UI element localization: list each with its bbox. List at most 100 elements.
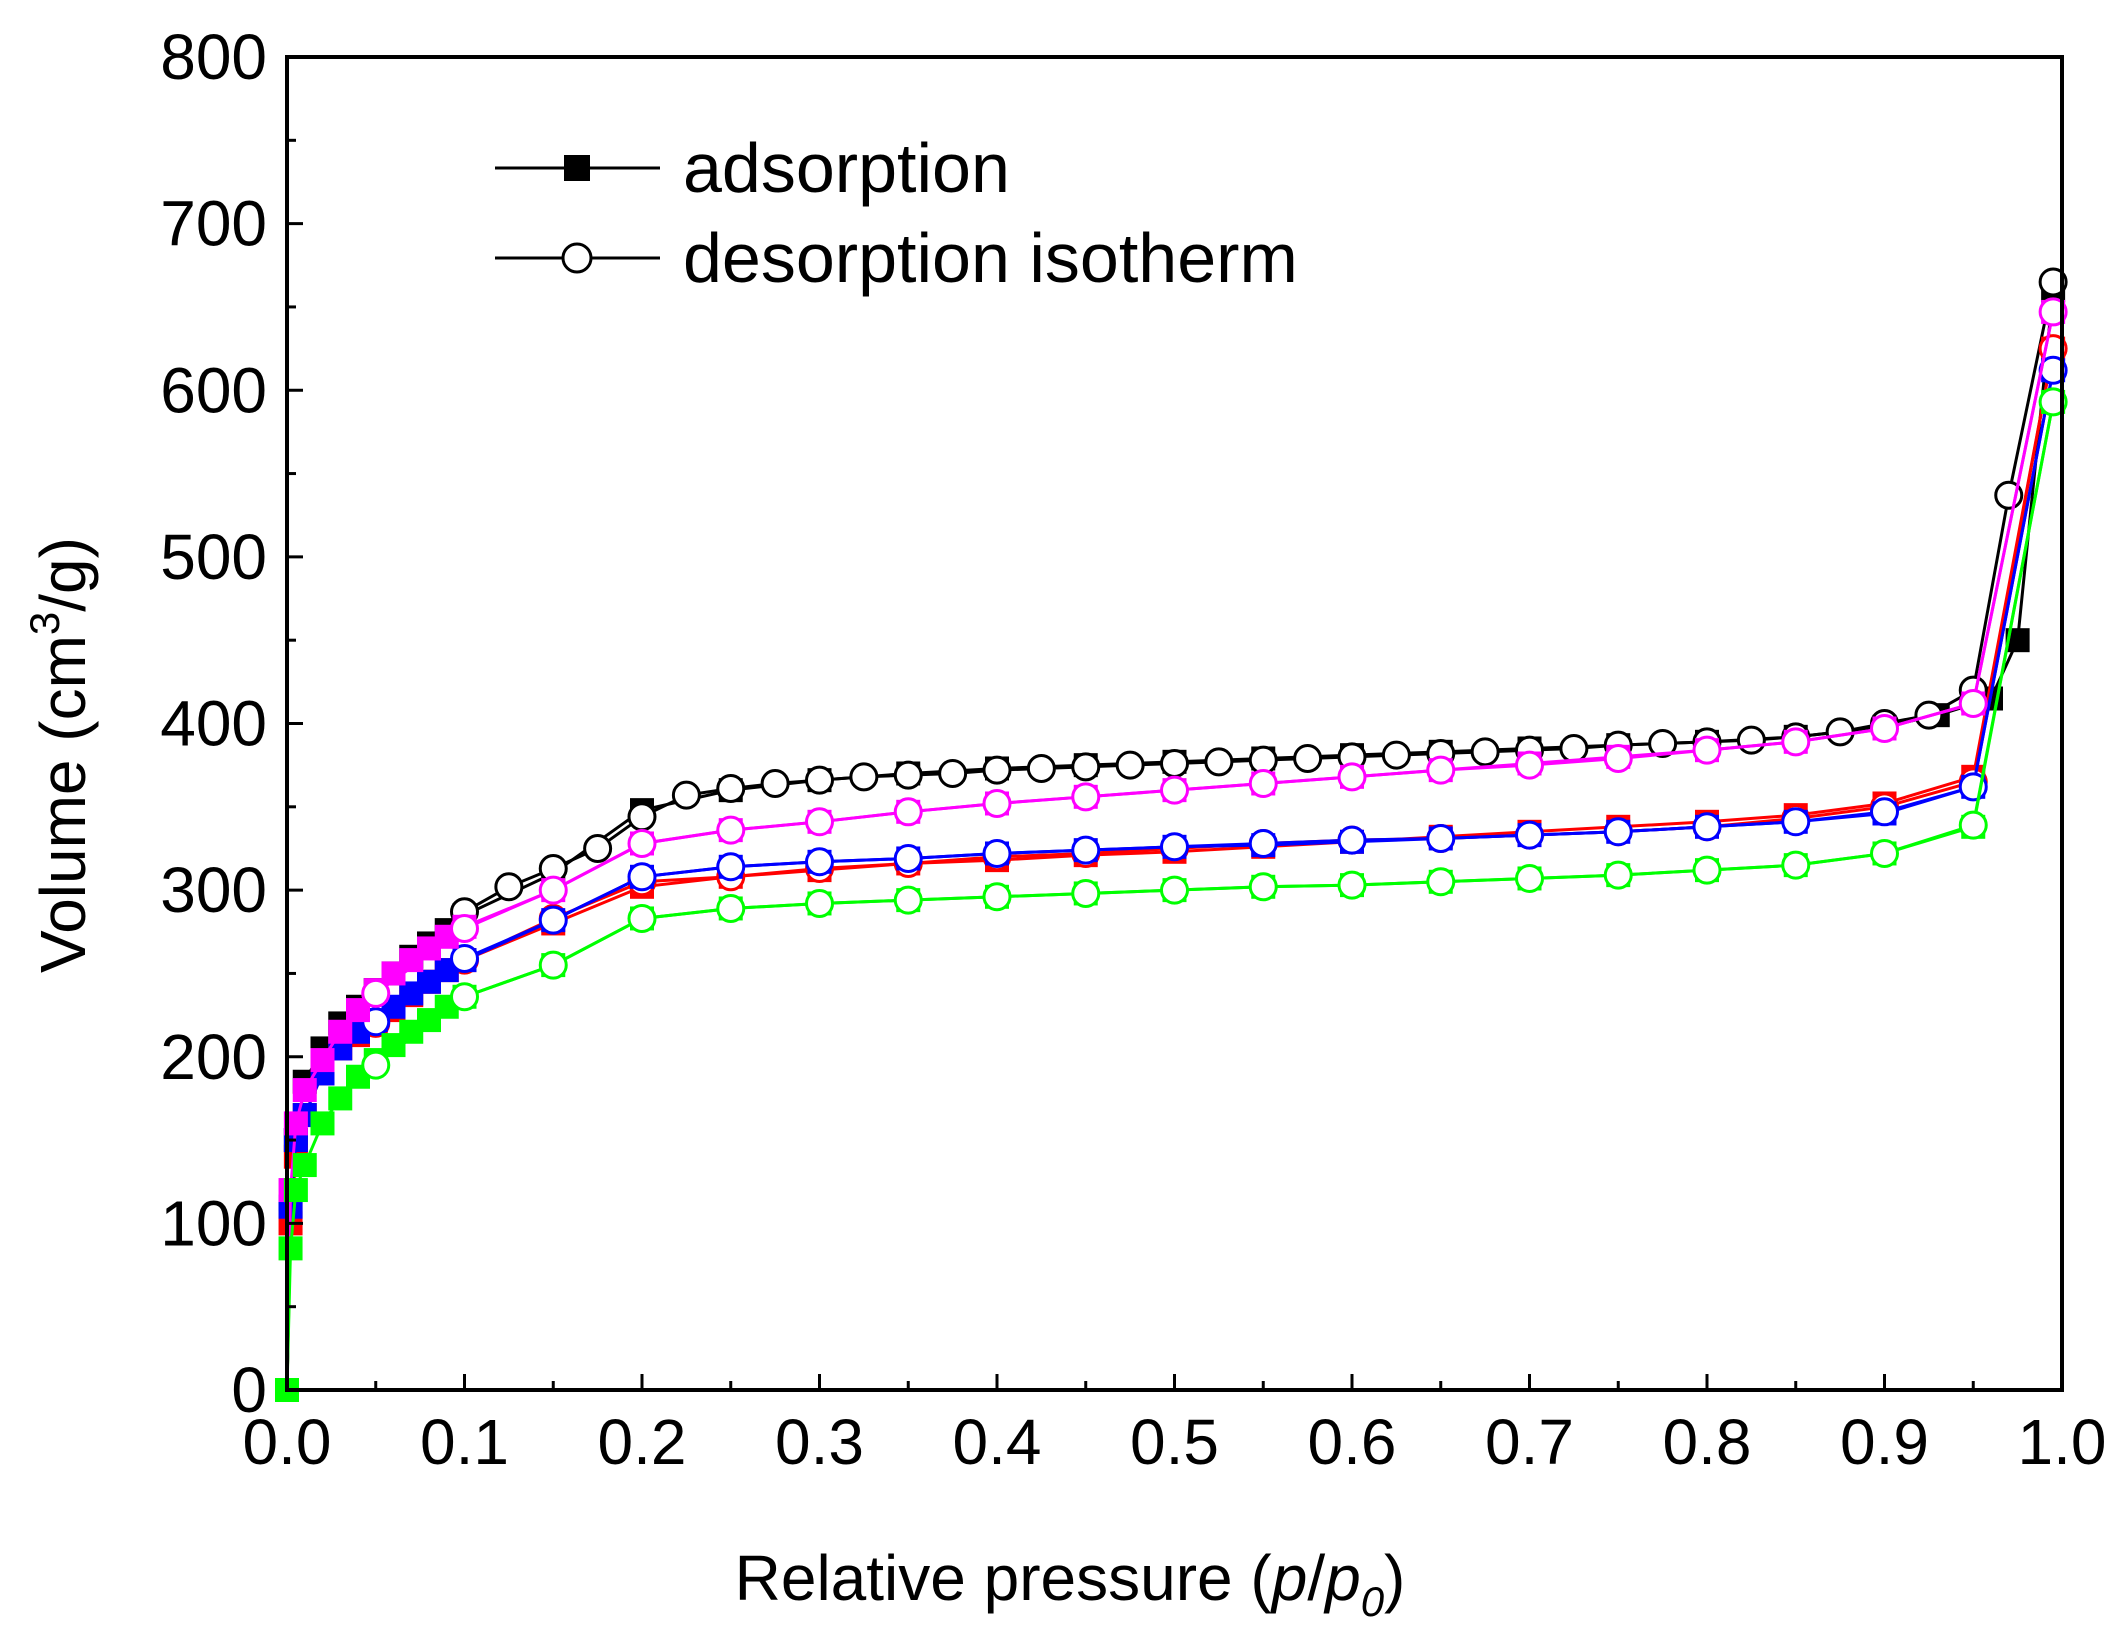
green-desorption-point [1071,878,1101,908]
magenta-desorption-point [627,828,657,858]
blue-desorption-line [374,369,2055,1023]
x-tick-label: 0.4 [953,1406,1042,1478]
magenta-desorption-point [982,788,1012,818]
black-desorption-point [1648,728,1678,758]
y-tick-label: 700 [160,188,267,260]
y-tick-label: 100 [160,1187,267,1259]
magenta-adsorption-point [292,1078,317,1103]
x-tick-label: 0.1 [420,1406,509,1478]
x-axis-title: Relative pressure (p/p0) [735,1542,1406,1625]
legend: adsorption desorption isotherm [495,129,1298,297]
green-desorption-point [805,888,834,918]
x-tick-label: 0.8 [1663,1406,1752,1478]
black-desorption-point [893,760,923,790]
black-desorption-point [1071,752,1101,782]
green-desorption-point [716,893,746,923]
black-desorption-point [716,773,746,803]
x-tick-label: 0.2 [598,1406,687,1478]
x-tick-label: 0.3 [775,1406,864,1478]
magenta-desorption-point [1337,762,1367,792]
y-axis-title: Volume (cm3/g) [21,537,99,973]
x-tick-label: 0.9 [1840,1406,1929,1478]
magenta-desorption-point [1958,689,1988,719]
green-desorption-point [1337,870,1367,900]
green-desorption-point [893,885,923,915]
black-desorption-point [1160,748,1189,778]
legend-adsorption-label: adsorption [683,129,1010,207]
magenta-desorption-point [893,797,923,827]
black-desorption-point [760,768,790,798]
blue-desorption-point [1781,807,1811,837]
x-tick-label: 0.5 [1130,1406,1219,1478]
blue-desorption-point [450,943,479,973]
blue-desorption-point [1337,825,1367,855]
blue-desorption-point [1870,797,1899,827]
black-desorption-point [1825,717,1855,747]
blue-desorption-point [716,852,746,882]
blue-desorption-point [893,843,923,873]
magenta-desorption-point [1248,768,1278,798]
magenta-desorption-point [1603,743,1633,773]
black-desorption-point [1381,740,1411,770]
green-desorption-point [538,950,568,980]
magenta-desorption-point [1870,713,1899,743]
black-desorption-point [805,765,834,795]
blue-desorption-point [627,862,657,892]
black-desorption-point [2038,267,2068,297]
green-desorption-point [1160,875,1189,905]
green-adsorption-point [310,1111,335,1136]
series-layer [275,267,2068,1402]
black-desorption-point [1115,750,1145,780]
green-desorption-point [1426,867,1456,897]
green-desorption-point [1958,810,1988,840]
black-desorption-point [583,833,613,863]
magenta-desorption-point [1692,735,1722,765]
green-desorption-point [361,1050,391,1080]
green-desorption-point [627,903,657,933]
green-adsorption-point [328,1086,353,1111]
black-desorption-point [494,872,524,902]
magenta-desorption-point [1515,750,1544,780]
magenta-desorption-point [716,815,746,845]
y-tick-label: 200 [160,1021,267,1093]
y-tick-label: 300 [160,854,267,926]
black-desorption-point [982,755,1012,785]
green-desorption-point [1781,850,1811,880]
magenta-desorption-point [1160,775,1189,805]
magenta-adsorption-point [310,1048,335,1073]
green-desorption-point [1515,863,1544,893]
blue-desorption-point [1603,817,1633,847]
magenta-adsorption-point [328,1019,353,1044]
green-adsorption-point [292,1153,317,1178]
green-desorption-line [374,401,2055,1067]
black-desorption-point [1293,743,1323,773]
blue-desorption-point [1160,832,1189,862]
legend-desorption-label: desorption isotherm [683,219,1298,297]
magenta-desorption-point [805,807,834,837]
y-tick-label: 800 [160,21,267,93]
blue-desorption-point [1515,820,1544,850]
y-tick-label: 600 [160,354,267,426]
legend-adsorption-marker [564,155,590,181]
y-tick-label: 0 [231,1354,267,1426]
series-green [275,387,2068,1402]
blue-desorption-point [1426,823,1456,853]
magenta-desorption-point [450,913,479,943]
axis-layer: 0.0 0.1 0.2 0.3 0.4 0.5 0.6 0.7 0.8 0.9 1.0 0 100 200… [160,21,2106,1478]
magenta-desorption-point [361,978,391,1008]
black-desorption-point [671,780,701,810]
magenta-desorption-line [374,311,2055,995]
black-desorption-point [1470,737,1500,767]
blue-desorption-point [1692,812,1722,842]
red-desorption-line [374,348,2055,1025]
x-tick-label: 1.0 [2018,1406,2107,1478]
black-desorption-point [1736,725,1766,755]
blue-desorption-point [1248,828,1278,858]
x-tick-label: 0.7 [1485,1406,1574,1478]
legend-desorption-marker [561,242,593,274]
y-tick-label: 400 [160,688,267,760]
y-tick-label: 500 [160,521,267,593]
black-desorption-point [938,758,968,788]
blue-desorption-point [1071,835,1101,865]
